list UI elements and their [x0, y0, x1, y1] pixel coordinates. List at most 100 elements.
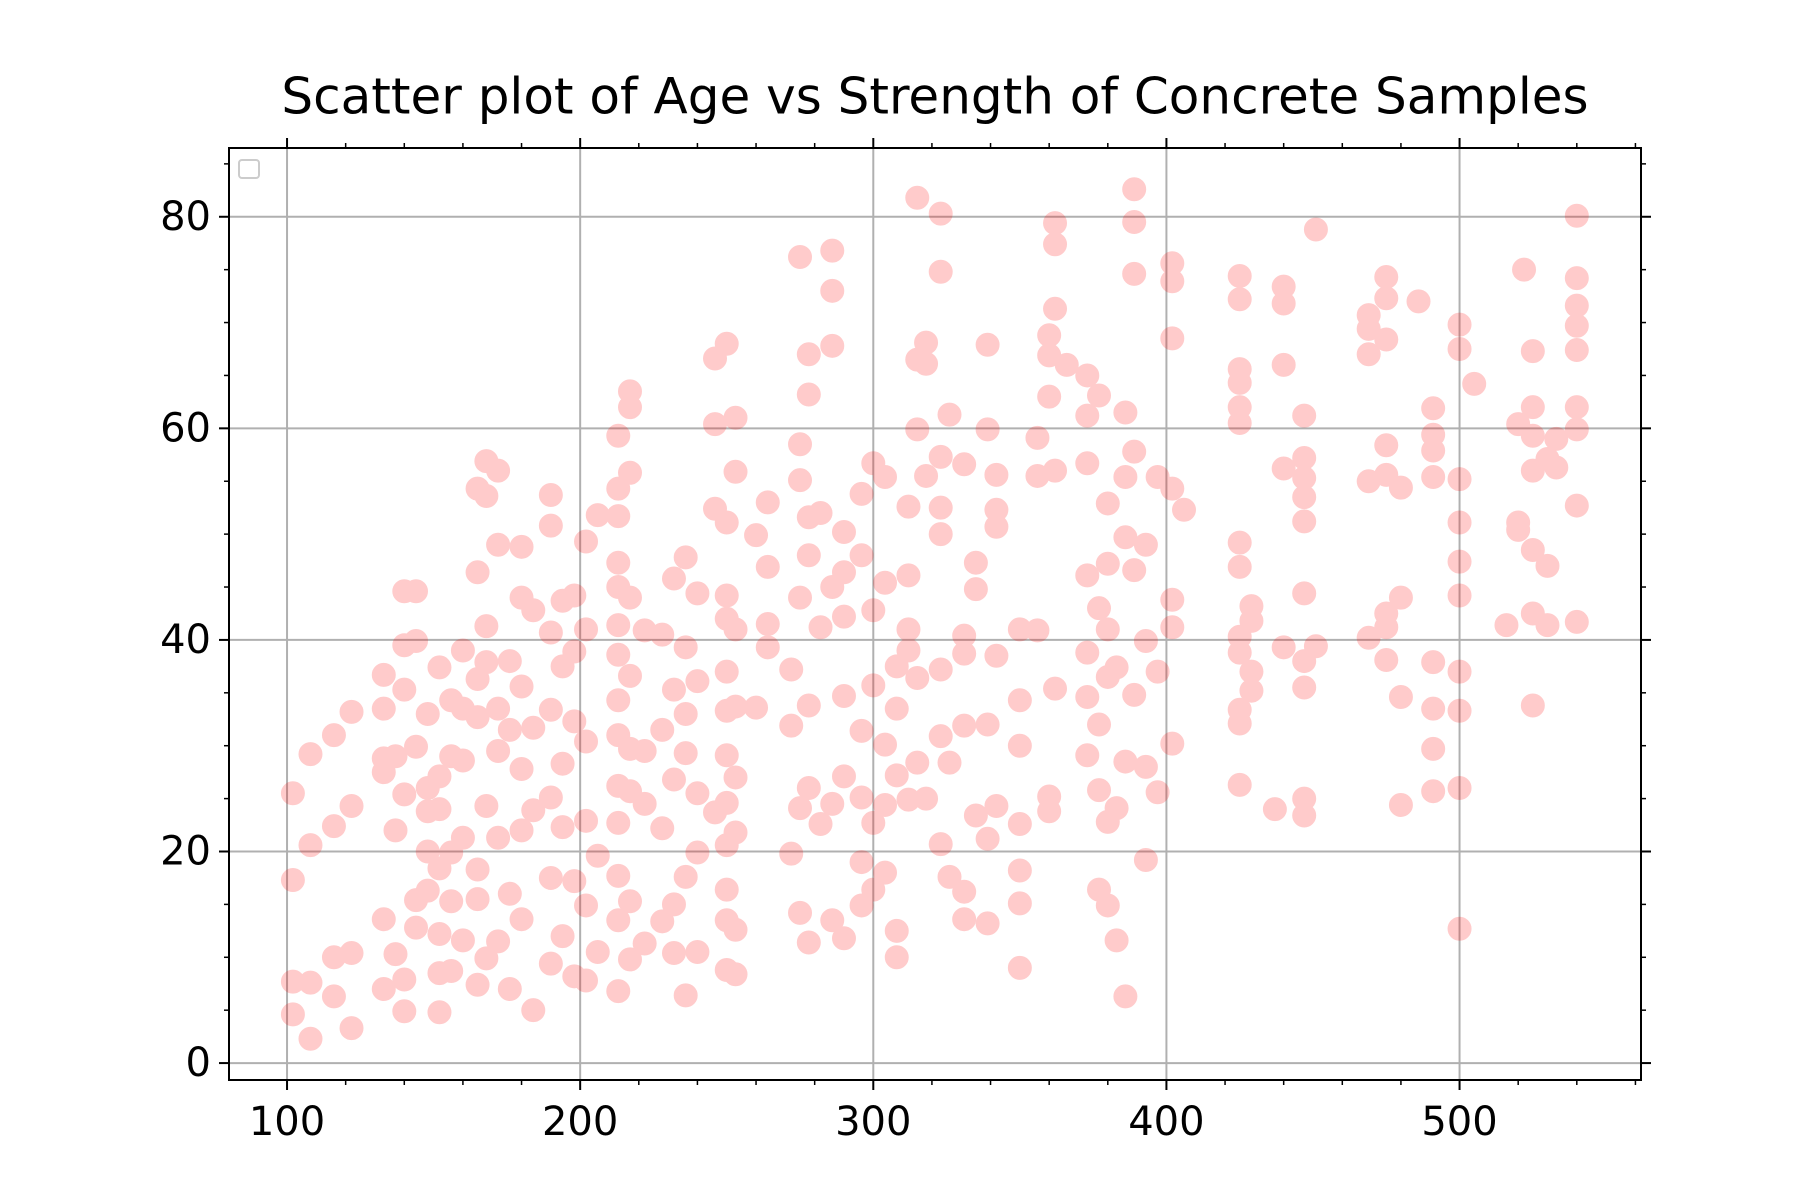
point: [574, 529, 599, 554]
point: [808, 500, 833, 525]
point: [820, 908, 845, 933]
point: [1037, 799, 1062, 824]
point: [685, 840, 710, 865]
point: [486, 532, 511, 557]
point: [1227, 640, 1252, 665]
point: [1520, 693, 1545, 718]
point: [606, 642, 631, 667]
point: [404, 579, 429, 604]
point: [538, 697, 563, 722]
point: [896, 494, 921, 519]
point: [884, 945, 909, 970]
point: [1104, 655, 1129, 680]
point: [617, 779, 642, 804]
point: [1292, 485, 1317, 510]
point: [474, 650, 499, 675]
point: [427, 922, 452, 947]
point: [321, 723, 346, 748]
point: [714, 877, 739, 902]
point: [562, 964, 587, 989]
points: [280, 177, 1589, 1051]
point: [474, 794, 499, 819]
point: [796, 930, 821, 955]
point: [1145, 465, 1170, 490]
point: [427, 797, 452, 822]
point: [1421, 650, 1446, 675]
point: [714, 833, 739, 858]
point: [1564, 313, 1589, 338]
point: [779, 713, 804, 738]
point: [1087, 596, 1112, 621]
point: [538, 620, 563, 645]
point: [1544, 455, 1569, 480]
point: [685, 781, 710, 806]
point: [661, 892, 686, 917]
point: [371, 907, 396, 932]
point: [439, 840, 464, 865]
legend: [238, 159, 260, 179]
point: [975, 712, 1000, 737]
point: [952, 713, 977, 738]
point: [1239, 659, 1264, 684]
point: [873, 732, 898, 757]
point: [661, 941, 686, 966]
point: [606, 908, 631, 933]
point: [975, 911, 1000, 936]
point: [465, 705, 490, 730]
point: [788, 585, 813, 610]
point: [1145, 659, 1170, 684]
point: [673, 864, 698, 889]
point: [632, 791, 657, 816]
point: [831, 520, 856, 545]
point: [723, 820, 748, 845]
point: [339, 699, 364, 724]
point: [1535, 553, 1560, 578]
point: [1374, 462, 1399, 487]
point: [1227, 554, 1252, 579]
point: [714, 743, 739, 768]
point: [585, 503, 610, 528]
point: [796, 382, 821, 407]
point: [808, 615, 833, 640]
point: [1227, 357, 1252, 382]
point: [562, 869, 587, 894]
point: [1388, 685, 1413, 710]
point: [673, 545, 698, 570]
point: [1292, 581, 1317, 606]
point: [1292, 445, 1317, 470]
point: [884, 763, 909, 788]
point: [383, 942, 408, 967]
point: [1160, 326, 1185, 351]
point: [1271, 274, 1296, 299]
point: [1104, 796, 1129, 821]
point: [1303, 217, 1328, 242]
point: [673, 701, 698, 726]
point: [1356, 469, 1381, 494]
point: [1087, 877, 1112, 902]
point: [415, 839, 440, 864]
point: [963, 550, 988, 575]
point: [1025, 425, 1050, 450]
point: [1075, 363, 1100, 388]
point: [1356, 303, 1381, 328]
point: [714, 659, 739, 684]
point: [984, 643, 1009, 668]
point: [1356, 342, 1381, 367]
point: [538, 951, 563, 976]
point: [905, 750, 930, 775]
point: [755, 635, 780, 660]
point: [392, 677, 417, 702]
point: [1133, 847, 1158, 872]
x-tick-label: 300: [835, 1099, 911, 1145]
point: [509, 818, 534, 843]
point: [1043, 458, 1068, 483]
point: [849, 893, 874, 918]
point: [450, 638, 475, 663]
point: [1374, 601, 1399, 626]
point: [632, 738, 657, 763]
point: [831, 926, 856, 951]
point: [1227, 697, 1252, 722]
point: [723, 694, 748, 719]
point: [1374, 615, 1399, 640]
